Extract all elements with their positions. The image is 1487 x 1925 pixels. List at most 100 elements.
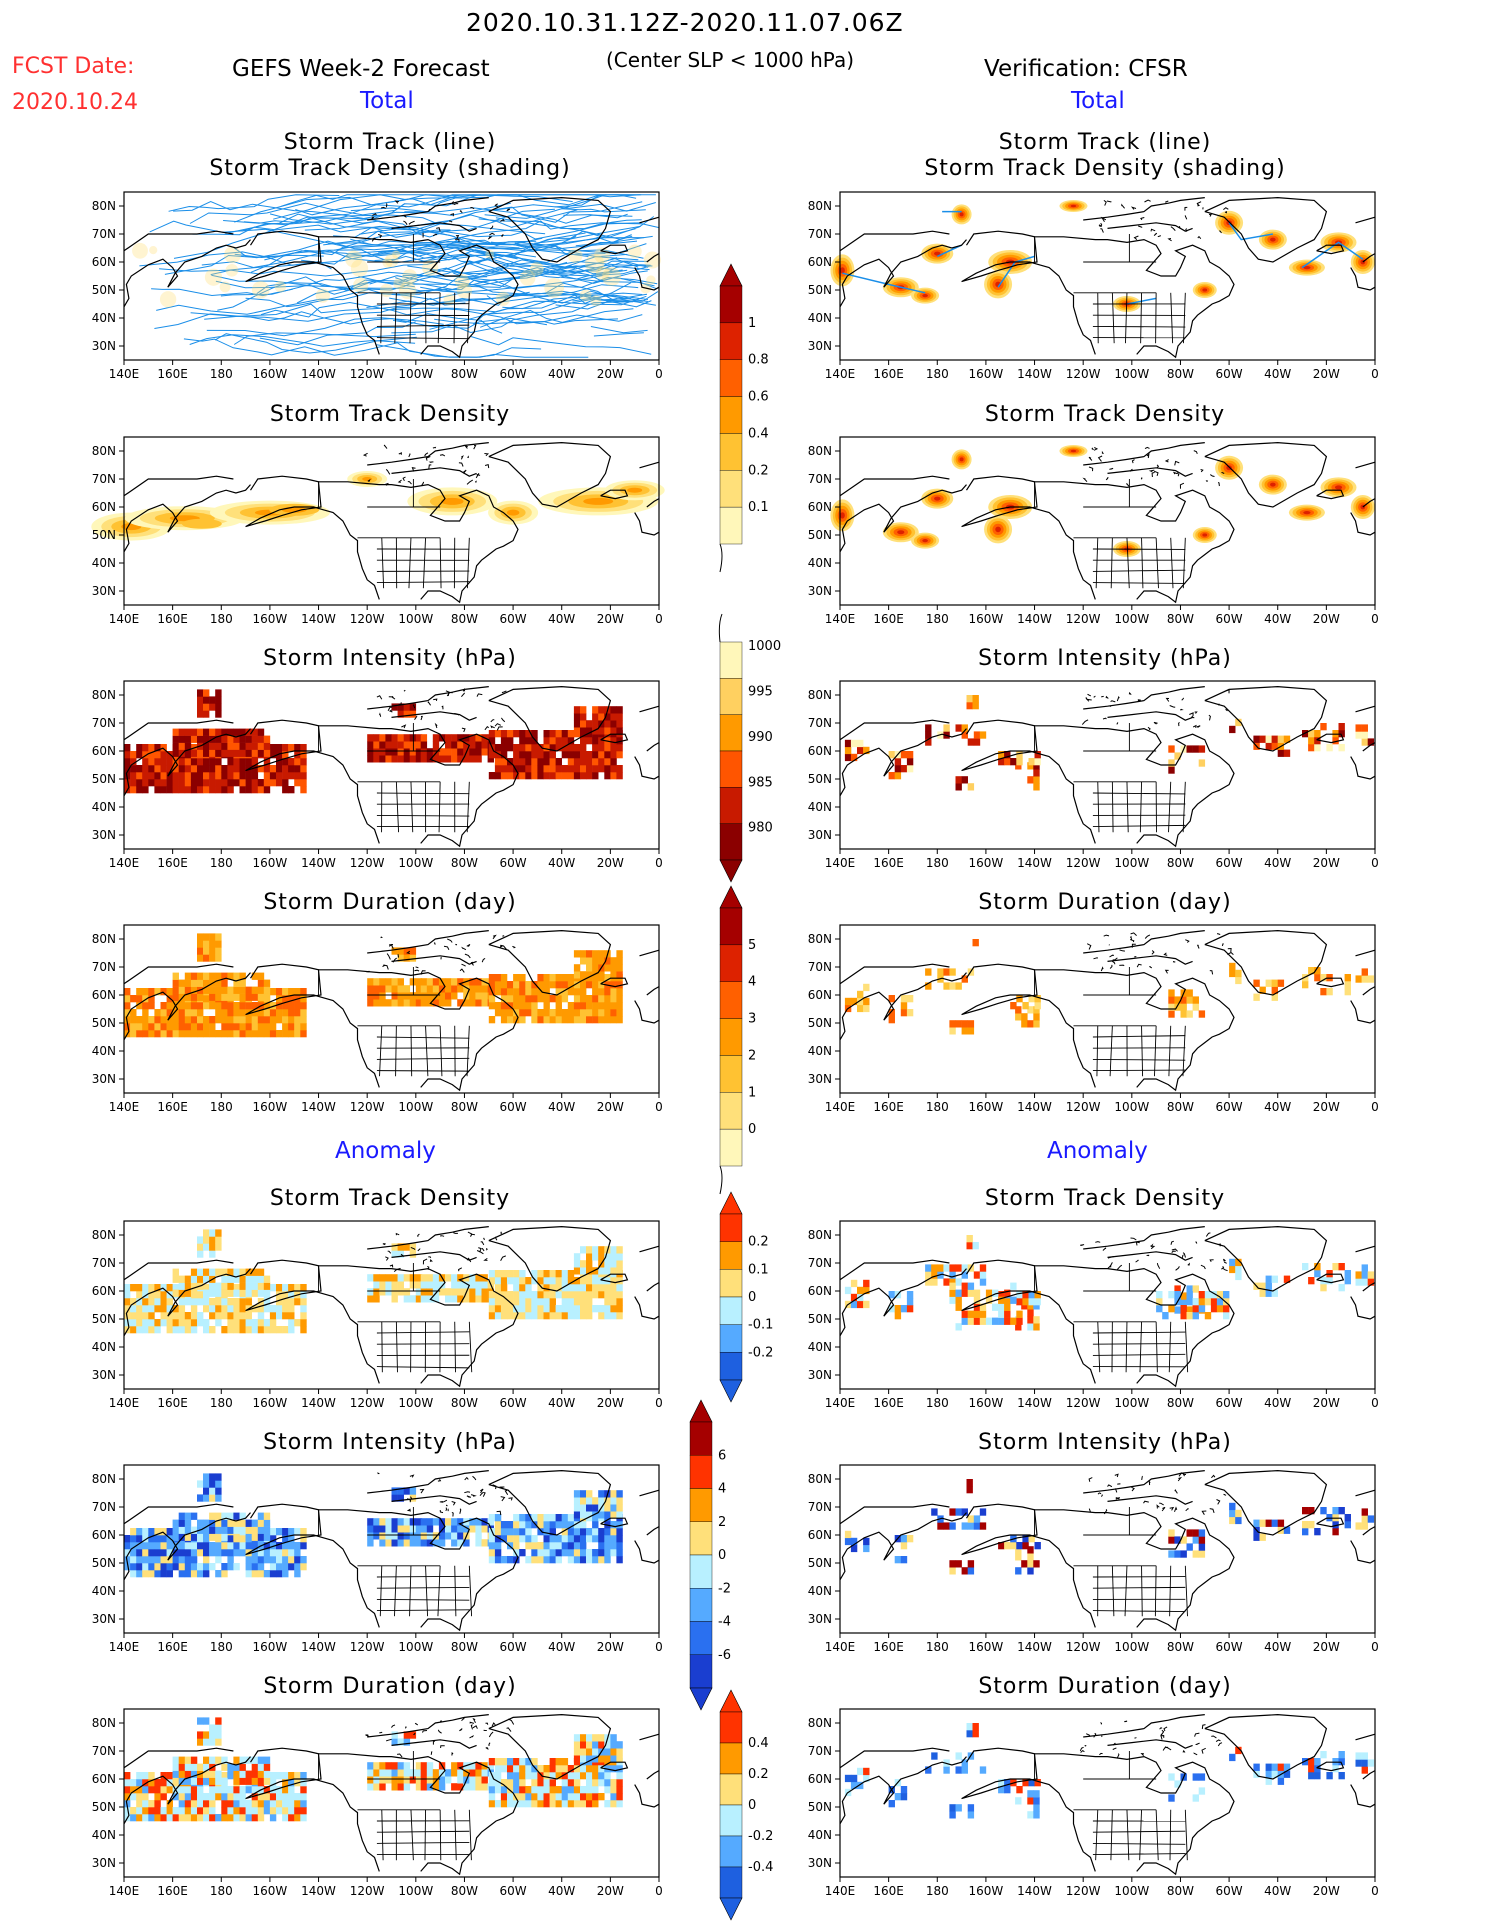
grid-cell — [197, 933, 204, 941]
lon-label: 140E — [825, 1640, 856, 1654]
island-outline — [1200, 469, 1204, 473]
density-shade — [132, 242, 148, 259]
grid-cell — [276, 1030, 283, 1038]
grid-cell — [537, 995, 544, 1003]
grid-cell — [124, 1535, 131, 1543]
lat-label: 60N — [92, 988, 116, 1002]
grid-cell — [1168, 766, 1175, 774]
grid-cell — [1223, 1291, 1230, 1299]
title-track-shading-obs: Storm Track Density (shading) — [924, 156, 1286, 181]
grid-cell — [513, 772, 520, 780]
grid-cell — [142, 1814, 149, 1822]
grid-cell — [227, 1807, 234, 1815]
grid-cell — [154, 1009, 161, 1017]
grid-cell — [420, 1539, 428, 1547]
grid-cell — [1027, 1797, 1034, 1805]
grid-cell — [124, 1009, 131, 1017]
colorbar-label: 995 — [748, 684, 773, 699]
grid-cell — [184, 772, 192, 780]
grid-cell — [197, 1793, 204, 1801]
grid-cell — [610, 1734, 617, 1742]
lon-label: 0 — [1371, 1100, 1379, 1114]
grid-cell — [531, 1549, 538, 1557]
grid-cell — [438, 1525, 446, 1533]
grid-cell — [438, 1539, 446, 1547]
grid-cell — [925, 1264, 932, 1272]
grid-cell — [197, 1763, 204, 1771]
grid-cell — [1229, 1265, 1236, 1274]
grid-cell — [251, 1002, 259, 1010]
grid-cell — [245, 1002, 252, 1010]
grid-cell — [610, 957, 617, 965]
grid-cell — [184, 779, 192, 787]
grid-cell — [420, 992, 428, 1000]
grid-cell — [184, 1326, 192, 1334]
density-core — [181, 518, 222, 529]
grid-cell — [300, 995, 307, 1003]
grid-cell — [507, 772, 514, 780]
grid-cell — [507, 988, 514, 996]
grid-cell — [567, 1800, 575, 1808]
map-density-fcst: 140E 160E 180 160W 140W 120W 100W 80W 60W 40W 20W 0… — [91, 436, 665, 626]
grid-cell — [233, 1526, 240, 1534]
grid-cell — [943, 1264, 950, 1272]
grid-cell — [1186, 1285, 1193, 1293]
grid-cell — [172, 1319, 179, 1327]
grid-cell — [385, 1762, 392, 1770]
grid-cell — [586, 1291, 593, 1299]
grid-cell — [294, 1319, 301, 1327]
grid-cell — [160, 751, 167, 759]
island-outline — [1156, 1262, 1161, 1269]
grid-cell — [966, 1235, 973, 1243]
grid-cell — [445, 1769, 452, 1777]
island-outline — [500, 944, 507, 950]
grid-cell — [1010, 1296, 1017, 1304]
grid-cell — [184, 1793, 192, 1801]
grid-cell — [403, 999, 411, 1007]
grid-cell — [1283, 735, 1291, 743]
density-shade — [224, 246, 242, 264]
coastline — [1034, 1265, 1235, 1388]
grid-cell — [998, 1310, 1005, 1318]
island-outline — [420, 970, 426, 975]
grid-cell — [507, 995, 514, 1003]
grid-cell — [282, 1002, 289, 1010]
colorbar-segment — [719, 470, 743, 508]
island-outline — [1112, 1747, 1117, 1751]
grid-cell — [573, 758, 581, 766]
grid-cell — [985, 1289, 993, 1297]
coastline — [634, 1296, 660, 1320]
storm-track — [273, 194, 482, 220]
grid-cell — [300, 772, 307, 780]
grid-cell — [567, 1779, 575, 1787]
grid-cell — [130, 1786, 137, 1794]
lat-label: 50N — [92, 528, 116, 542]
island-outline — [483, 1257, 488, 1261]
grid-cell — [190, 1770, 198, 1778]
island-outline — [1210, 474, 1215, 477]
grid-cell — [282, 758, 289, 766]
grid-cell — [507, 1556, 514, 1564]
storm-track — [159, 249, 531, 272]
coastline — [1083, 930, 1205, 954]
island-outline — [1109, 705, 1112, 707]
storm-track — [1228, 222, 1273, 241]
grid-cell — [507, 1800, 514, 1808]
grid-cell — [592, 1765, 599, 1773]
grid-cell — [257, 1563, 265, 1571]
grid-cell — [537, 765, 544, 773]
grid-cell — [967, 1020, 975, 1028]
grid-cell — [457, 1274, 464, 1282]
grid-cell — [519, 981, 526, 989]
grid-cell — [409, 1769, 417, 1777]
grid-cell — [209, 1494, 216, 1502]
grid-cell — [209, 1312, 216, 1320]
grid-cell — [209, 933, 216, 941]
grid-cell — [1162, 1312, 1169, 1320]
grid-cell — [567, 1556, 575, 1564]
grid-cell — [294, 758, 301, 766]
grid-cell — [178, 1763, 186, 1771]
grid-cell — [610, 737, 617, 745]
grid-cell — [1302, 1521, 1309, 1529]
grid-cell — [900, 995, 908, 1003]
